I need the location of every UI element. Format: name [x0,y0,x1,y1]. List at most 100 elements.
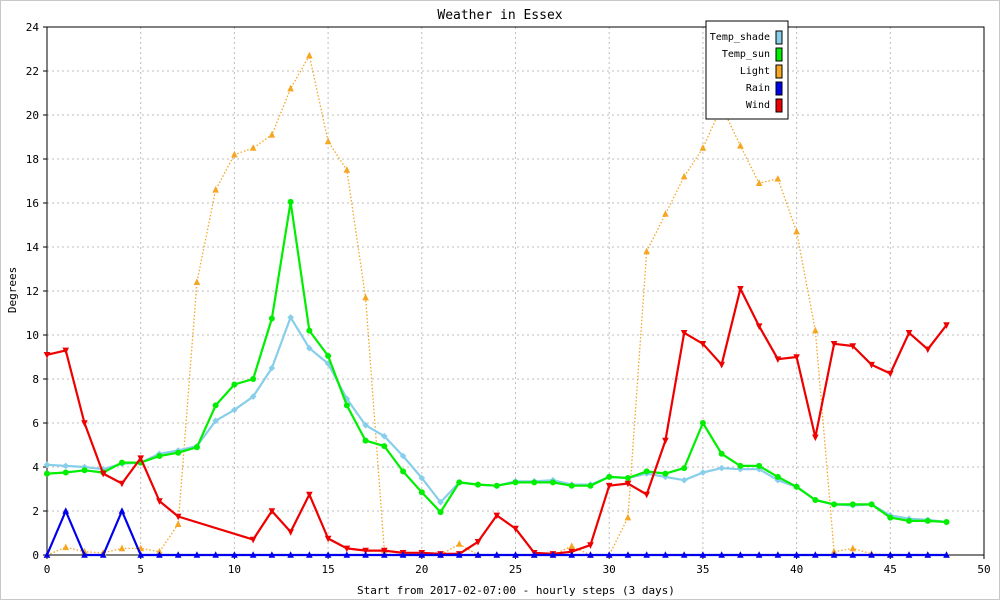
data-point [268,364,276,372]
legend-swatch [775,30,783,45]
data-point [62,543,70,551]
y-tick-label: 4 [32,461,39,474]
y-tick-label: 16 [26,197,39,210]
data-point [306,344,313,352]
data-point [44,470,50,477]
data-point [737,465,744,473]
data-point [325,352,332,359]
data-point [643,551,650,558]
data-point [193,278,201,285]
data-point [231,406,238,414]
x-tick-label: 15 [321,563,334,576]
data-point [606,473,613,480]
data-point [924,517,931,524]
data-point [624,551,632,558]
y-tick-label: 18 [26,153,39,166]
data-point [231,551,238,558]
data-point [437,498,444,506]
data-point [812,497,819,503]
data-point [662,210,669,217]
data-point [399,551,407,558]
data-point [174,513,182,521]
data-point [156,551,163,558]
data-point [99,551,107,558]
data-point [718,464,725,472]
data-point [81,467,88,474]
data-point [531,479,538,486]
legend-swatch [775,47,783,62]
series-line [46,200,947,524]
data-point [381,547,388,555]
data-point [924,551,932,558]
data-point [118,480,126,488]
data-point [812,326,819,334]
data-point [81,551,88,558]
data-point [512,525,519,533]
data-point [118,544,126,552]
series-temp-sun [44,198,950,525]
data-point [568,482,575,489]
data-point [830,341,838,348]
data-point [399,452,407,460]
x-tick-label: 20 [415,563,428,576]
data-point [737,551,744,558]
data-point [437,551,444,558]
data-point [306,327,313,334]
data-point [343,545,351,553]
data-point [849,343,857,350]
data-point [830,551,838,558]
y-tick-label: 22 [26,65,39,78]
data-point [43,461,51,469]
series-rain [43,507,950,558]
data-point [324,535,332,543]
data-point [156,453,163,459]
data-point [737,286,744,293]
data-point [643,247,650,255]
data-point [118,507,126,514]
data-point [943,519,950,525]
data-point [549,479,556,486]
legend-swatch [775,98,783,113]
data-point [43,352,51,359]
data-point [306,551,313,558]
data-point [343,166,351,173]
data-point [381,551,388,558]
data-point [680,330,688,337]
legend-swatch [775,64,783,79]
data-point [924,346,932,354]
data-point [568,542,576,549]
data-point [906,517,913,524]
data-point [774,175,782,182]
y-tick-label: 20 [26,109,39,122]
data-point [437,509,444,516]
data-point [624,475,631,481]
data-point [737,142,744,149]
data-point [793,354,800,361]
y-tick-label: 14 [26,241,40,254]
data-point [831,501,838,508]
data-point [568,551,576,558]
legend-label: Temp_sun [722,49,770,60]
data-point [268,508,276,515]
data-point [943,551,950,558]
legend-label: Light [740,66,770,77]
data-point [737,462,744,469]
data-point [905,551,913,558]
data-point [887,551,894,558]
data-point [212,417,219,425]
data-point [849,551,857,558]
data-point [418,474,426,482]
data-point [605,551,613,558]
data-point [662,470,669,477]
data-point [212,551,219,558]
data-point [249,536,257,544]
y-tick-label: 12 [26,285,39,298]
series-light [43,51,950,558]
data-point [755,551,763,558]
data-point [306,491,313,499]
data-point [774,473,781,480]
data-point [381,432,388,440]
legend-swatch [775,81,783,96]
legend: Temp_shade Temp_sun Light Rain Wind [705,20,789,120]
